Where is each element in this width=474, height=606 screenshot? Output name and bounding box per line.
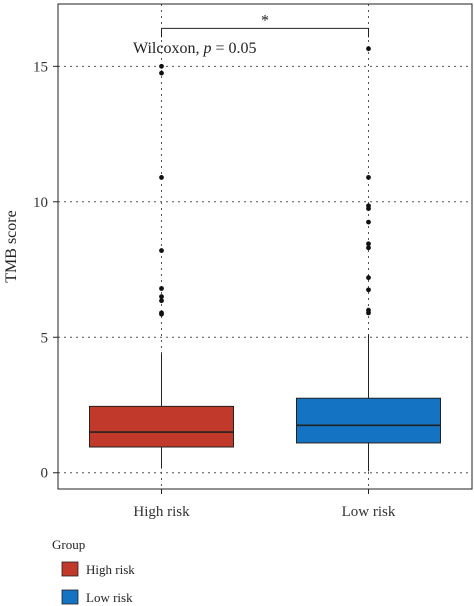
box-high-risk	[89, 63, 234, 469]
significance-star: *	[261, 12, 269, 29]
axes: 0 5 10 15 High risk Low risk	[33, 59, 396, 520]
outlier-point	[366, 241, 371, 247]
y-tick-label: 0	[41, 466, 49, 482]
significance-bracket	[161, 27, 369, 38]
annotation-layer: * Wilcoxon, p = 0.05	[133, 12, 369, 57]
outlier-point	[159, 70, 164, 76]
legend-label: Low risk	[86, 590, 133, 605]
box-iqr	[296, 397, 441, 444]
outlier-point	[366, 46, 371, 52]
y-tick-label: 5	[41, 330, 49, 346]
p-value: = 0.05	[211, 40, 256, 57]
outlier-point	[366, 275, 371, 281]
wilcoxon-prefix: Wilcoxon,	[133, 40, 203, 57]
y-tick-label: 10	[33, 195, 48, 211]
legend-label: High risk	[86, 562, 135, 577]
legend-swatch	[61, 589, 79, 605]
outlier-point	[159, 294, 164, 300]
box-layer	[89, 46, 441, 472]
outlier-point	[366, 307, 371, 313]
outlier-point	[159, 286, 164, 291]
y-axis-title: TMB score	[3, 210, 20, 282]
wilcoxon-annotation: Wilcoxon, p = 0.05	[133, 40, 256, 57]
outlier-point	[366, 219, 371, 225]
x-tick-label: High risk	[133, 504, 190, 520]
plot-frame	[57, 3, 473, 490]
y-tick-label: 15	[33, 59, 48, 75]
outlier-point	[366, 287, 371, 293]
legend: Group High risk Low risk	[52, 537, 135, 605]
outlier-point	[159, 63, 164, 69]
p-symbol: p	[202, 40, 211, 57]
outlier-point	[159, 248, 164, 253]
legend-swatch	[61, 561, 79, 577]
outlier-point	[159, 310, 164, 316]
x-tick-label: Low risk	[342, 504, 396, 520]
outlier-point	[366, 203, 371, 209]
legend-title: Group	[52, 537, 85, 552]
box-iqr	[89, 405, 234, 448]
outlier-point	[366, 245, 371, 251]
box-low-risk	[296, 46, 441, 472]
outlier-point	[366, 175, 371, 180]
outlier-point	[159, 175, 164, 180]
outlier-point	[159, 298, 164, 304]
